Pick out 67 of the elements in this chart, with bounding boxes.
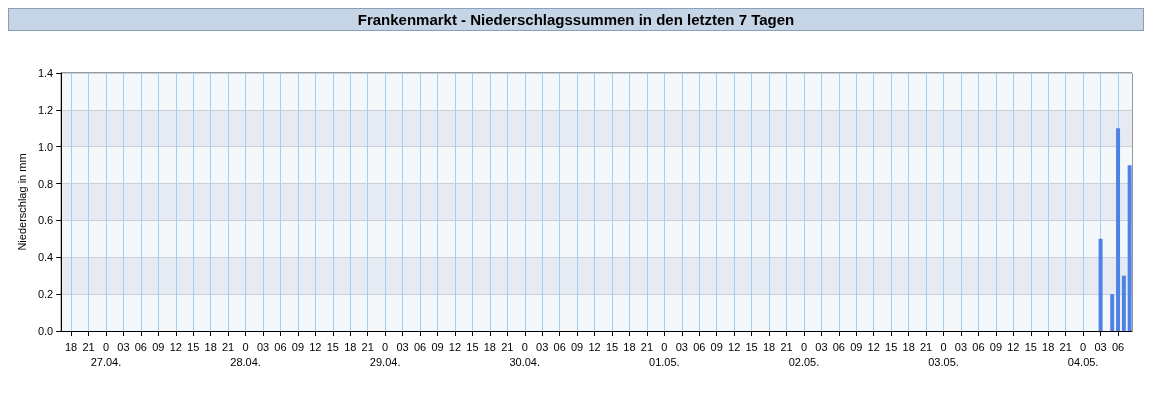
x-tick-label: 15 <box>605 340 619 353</box>
x-tick-label: 03 <box>396 340 409 353</box>
x-tick-label: 06 <box>274 340 287 353</box>
chart-title: Frankenmarkt - Niederschlagssummen in den letzten 7 Tagen <box>8 8 1144 31</box>
bar <box>1116 128 1121 331</box>
x-tick-label: 18 <box>344 340 357 353</box>
y-axis-title: Niederschlag in mm <box>15 153 28 251</box>
x-tick-label: 21 <box>501 340 514 353</box>
y-tick-label: 0.8 <box>37 177 54 190</box>
x-tick-label: 18 <box>64 340 78 353</box>
x-tick-label: 06 <box>1111 340 1125 353</box>
x-tick-label: 15 <box>187 340 200 353</box>
y-tick-label: 0.4 <box>37 251 54 264</box>
x-tick-label: 21 <box>1059 340 1072 353</box>
x-tick-label: 06 <box>553 340 566 353</box>
x-tick-label: 09 <box>431 340 444 353</box>
bar <box>1110 294 1115 331</box>
y-tick-label: 1.4 <box>37 67 54 79</box>
x-tick-label: 15 <box>745 340 758 353</box>
x-tick-label: 12 <box>309 340 322 353</box>
x-tick-label: 03 <box>1094 340 1107 353</box>
x-tick-label: 09 <box>989 340 1003 353</box>
x-tick-label: 12 <box>169 340 182 353</box>
y-tick-label: 0.0 <box>37 325 54 337</box>
x-tick-label: 18 <box>204 340 217 353</box>
x-tick-label: 06 <box>693 340 706 353</box>
x-tick-label: 15 <box>326 340 339 353</box>
x-tick-label: 12 <box>1007 340 1020 353</box>
x-tick-label: 09 <box>850 340 863 353</box>
x-tick-label: 03 <box>954 340 968 353</box>
x-tick-label: 18 <box>623 340 636 353</box>
x-tick-label: 12 <box>867 340 880 353</box>
x-tick-label: 21 <box>222 340 235 353</box>
x-tick-label: 12 <box>728 340 741 353</box>
x-tick-label: 09 <box>291 340 305 353</box>
x-tick-label: 21 <box>919 340 933 353</box>
x-tick-label: 06 <box>413 340 427 353</box>
x-tick-label: 18 <box>483 340 496 353</box>
x-tick-label: 03 <box>256 340 270 353</box>
x-tick-label: 18 <box>1042 340 1055 353</box>
x-tick-label: 18 <box>902 340 915 353</box>
x-tick-label: 09 <box>570 340 584 353</box>
x-tick-label: 03 <box>117 340 130 353</box>
x-tick-label: 21 <box>780 340 793 353</box>
x-tick-label: 06 <box>832 340 845 353</box>
x-tick-label: 21 <box>82 340 95 353</box>
x-tick-label: 06 <box>134 340 147 353</box>
x-tick-label: 06 <box>972 340 985 353</box>
x-tick-label: 03 <box>536 340 549 353</box>
x-tick-label: 15 <box>885 340 898 353</box>
bar <box>1121 275 1126 331</box>
x-tick-label: 12 <box>588 340 601 353</box>
x-tick-label: 09 <box>710 340 723 353</box>
x-tick-label: 15 <box>1024 340 1037 353</box>
x-tick-label: 03 <box>675 340 688 353</box>
x-tick-label: 18 <box>762 340 776 353</box>
x-tick-label: 12 <box>448 340 462 353</box>
y-tick-label: 1.0 <box>37 140 54 153</box>
x-tick-label: 21 <box>361 340 374 353</box>
x-tick-label: 03 <box>815 340 828 353</box>
x-tick-label: 21 <box>640 340 654 353</box>
x-tick-label: 09 <box>152 340 165 353</box>
bar <box>1127 165 1132 331</box>
y-tick-label: 0.6 <box>37 214 54 227</box>
x-tick-label: 15 <box>466 340 479 353</box>
y-tick-label: 0.2 <box>37 288 54 301</box>
y-tick-label: 1.2 <box>37 103 54 116</box>
